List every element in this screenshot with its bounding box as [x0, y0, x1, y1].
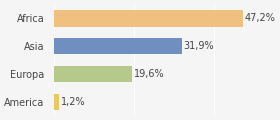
Text: 19,6%: 19,6% — [134, 69, 165, 79]
Bar — [54, 93, 59, 110]
Text: 47,2%: 47,2% — [245, 13, 276, 23]
Bar — [54, 10, 242, 27]
Bar — [54, 66, 132, 82]
Bar — [54, 38, 181, 54]
Text: 31,9%: 31,9% — [183, 41, 214, 51]
Text: 1,2%: 1,2% — [61, 97, 86, 107]
